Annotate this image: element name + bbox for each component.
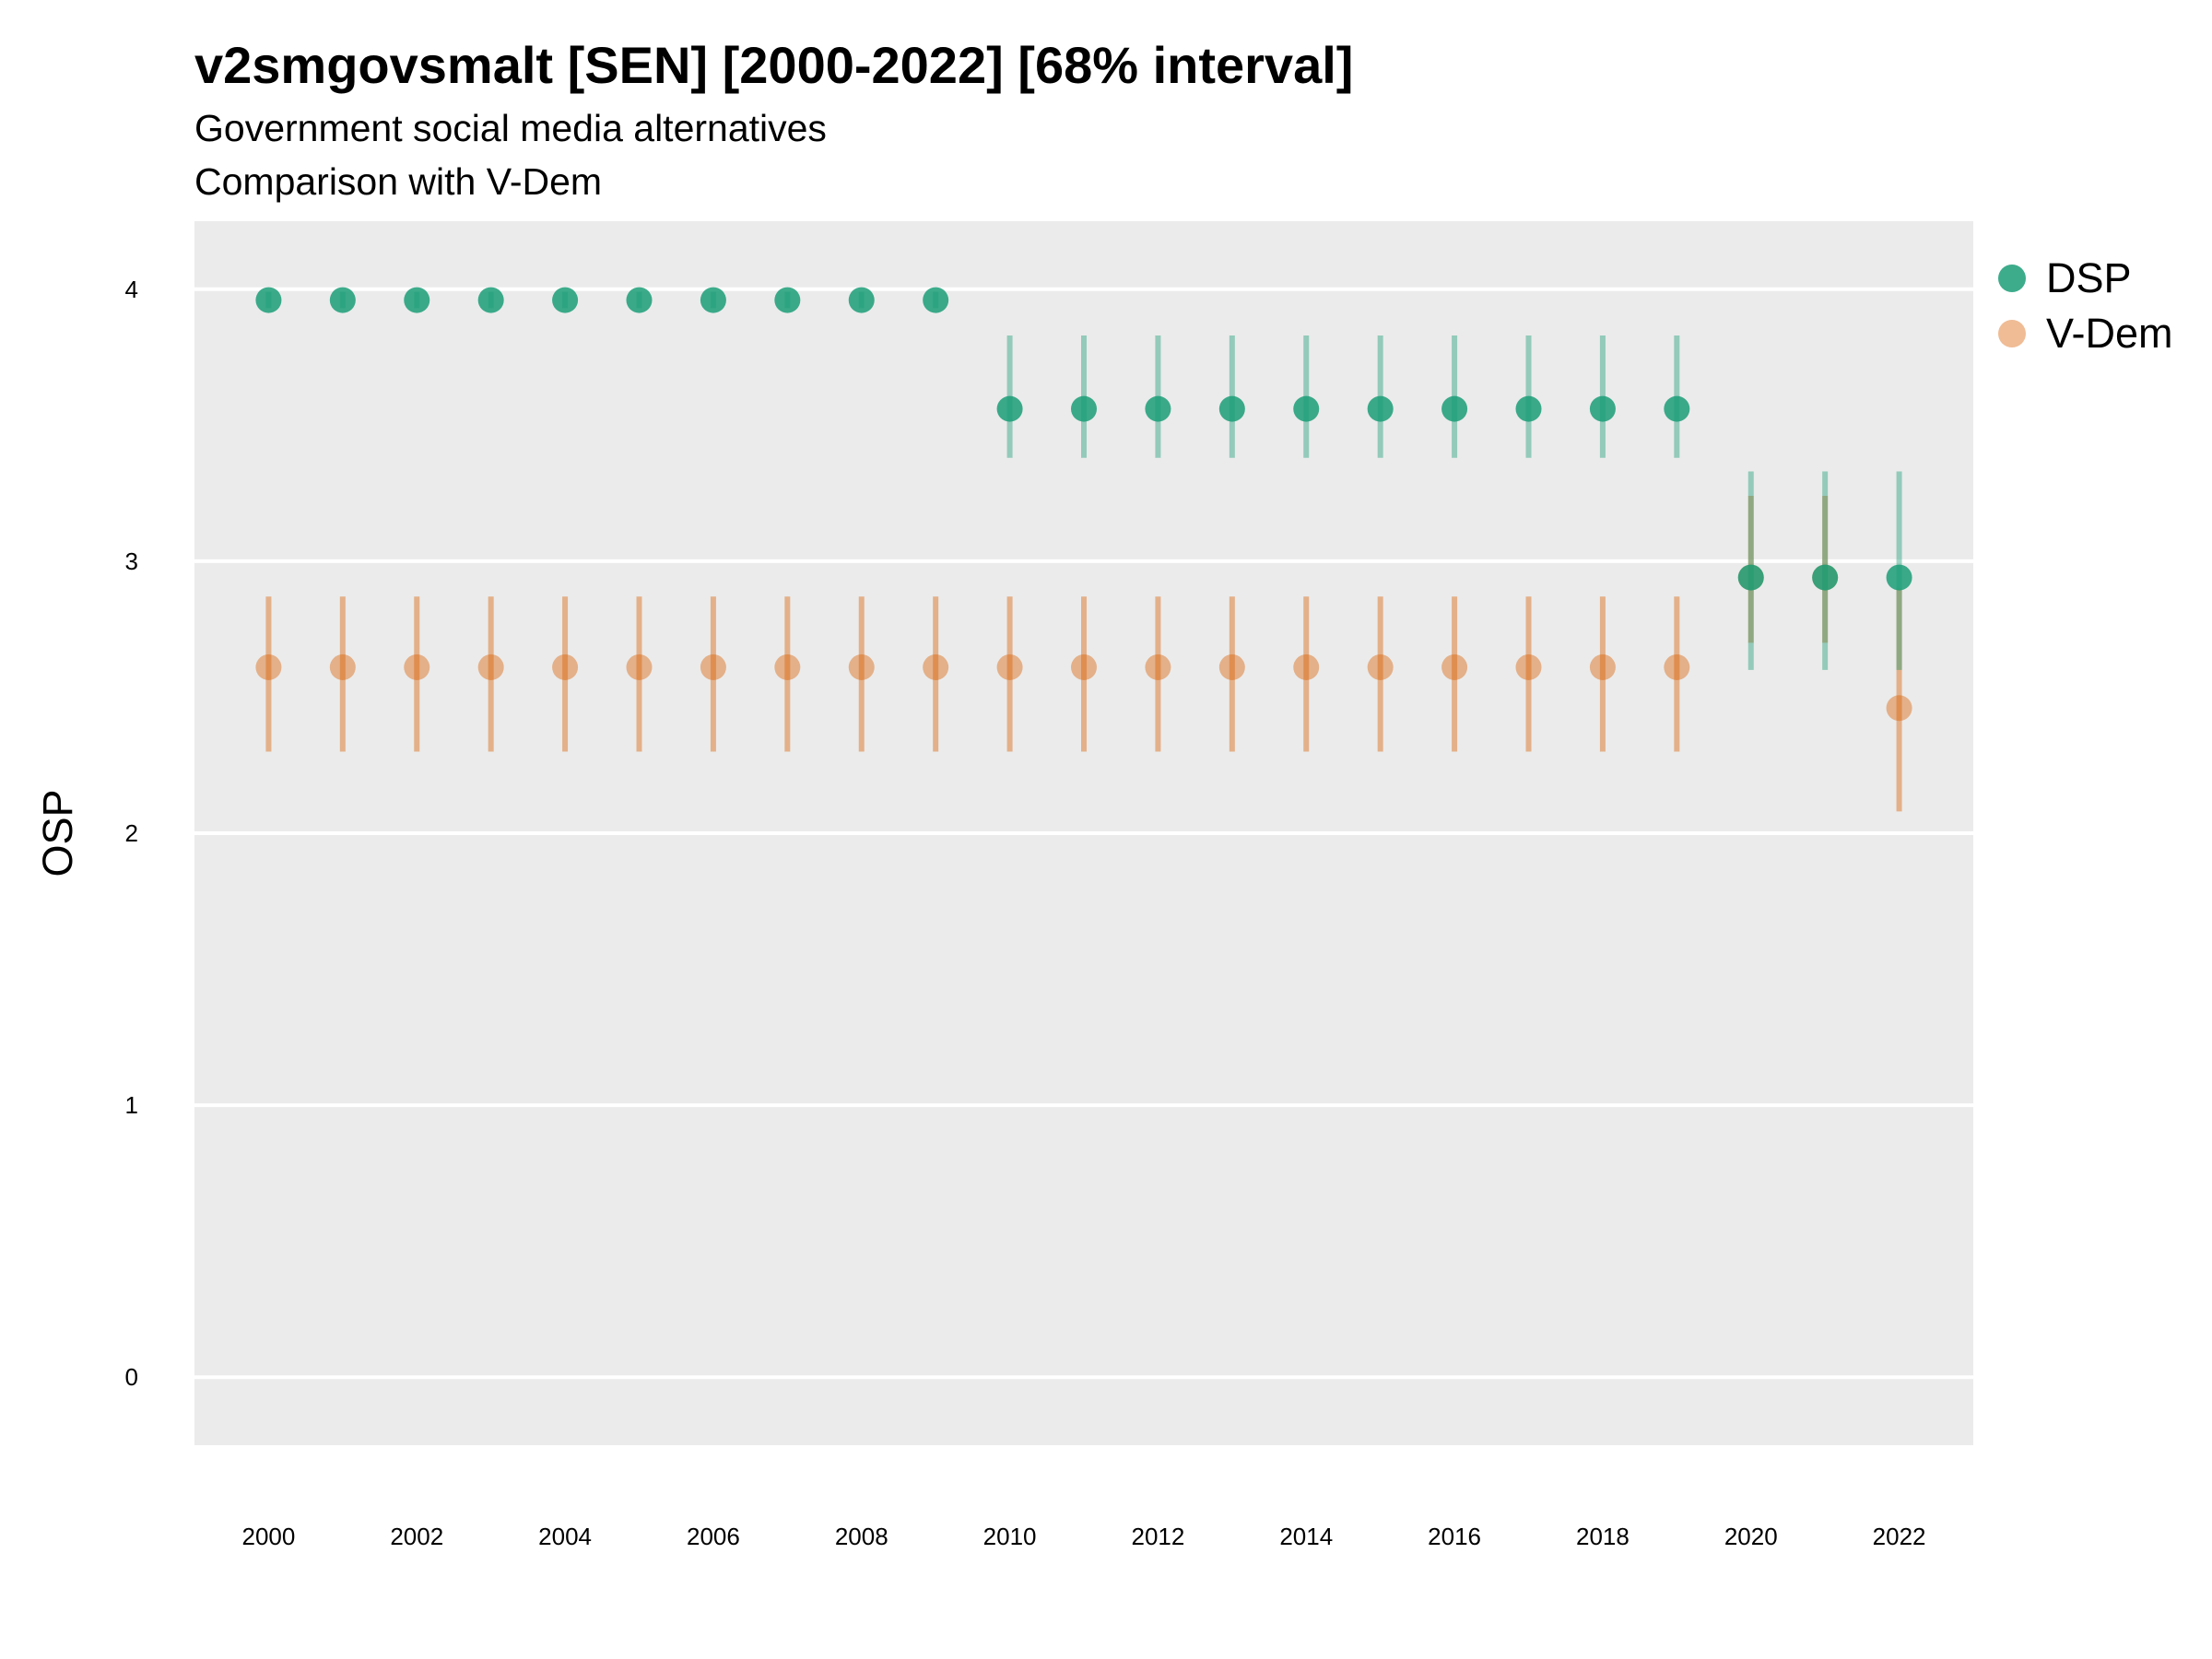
chart-subtitle: Government social media alternatives <box>194 107 827 149</box>
v-dem-point <box>774 653 801 680</box>
dsp-point <box>477 287 504 313</box>
chart-title: v2smgovsmalt [SEN] [2000-2022] [68% inte… <box>194 36 1354 94</box>
v-dem-point <box>700 653 726 680</box>
x-tick-label: 2022 <box>1873 1523 1926 1550</box>
x-tick-label: 2002 <box>390 1523 443 1550</box>
v-dem-point <box>404 653 430 680</box>
x-axis-tick-labels: 2000 2002 2004 2006 2008 2010 2012 2014 2016 2018… <box>241 1523 1925 1550</box>
legend-label-vdem: V-Dem <box>2046 310 2173 357</box>
dsp-point <box>996 395 1023 422</box>
v-dem-point <box>552 653 579 680</box>
legend-key-dsp <box>1998 265 2026 292</box>
v-dem-point <box>1145 653 1171 680</box>
x-tick-label: 2008 <box>835 1523 888 1550</box>
dsp-point <box>1367 395 1394 422</box>
v-dem-point <box>1886 695 1912 722</box>
legend-label-dsp: DSP <box>2046 254 2132 301</box>
v-dem-point <box>329 653 356 680</box>
x-tick-label: 2006 <box>687 1523 740 1550</box>
dsp-point <box>1515 395 1542 422</box>
dsp-point <box>626 287 653 313</box>
dsp-point <box>848 287 875 313</box>
dsp-point <box>700 287 726 313</box>
dsp-point <box>1071 395 1097 422</box>
x-tick-label: 2014 <box>1279 1523 1333 1550</box>
series-dsp <box>255 287 1912 670</box>
dsp-point <box>1293 395 1320 422</box>
legend: DSP V-Dem <box>1998 251 2173 361</box>
y-tick-label: 1 <box>125 1091 138 1119</box>
dsp-point <box>1218 395 1245 422</box>
y-axis-title: OSP <box>34 789 81 877</box>
x-tick-label: 2000 <box>241 1523 295 1550</box>
dsp-point <box>1441 395 1468 422</box>
dsp-point <box>552 287 579 313</box>
dsp-point <box>255 287 282 313</box>
dsp-point <box>1737 564 1764 591</box>
dsp-point <box>774 287 801 313</box>
y-tick-label: 0 <box>125 1363 138 1391</box>
x-tick-label: 2004 <box>538 1523 592 1550</box>
v-dem-point <box>848 653 875 680</box>
legend-item-dsp: DSP <box>1998 251 2173 306</box>
chart-caption: Comparison with V-Dem <box>194 160 603 203</box>
x-tick-label: 2020 <box>1724 1523 1778 1550</box>
v-dem-point <box>1367 653 1394 680</box>
v-dem-point <box>626 653 653 680</box>
y-tick-label: 2 <box>125 819 138 847</box>
legend-key-vdem <box>1998 320 2026 347</box>
v-dem-point <box>1293 653 1320 680</box>
v-dem-point <box>1218 653 1245 680</box>
v-dem-point <box>923 653 949 680</box>
y-axis-tick-labels: 0 1 2 3 4 <box>125 276 138 1391</box>
v-dem-point <box>1071 653 1097 680</box>
dsp-point <box>1664 395 1690 422</box>
dsp-point <box>1145 395 1171 422</box>
x-tick-label: 2010 <box>983 1523 1037 1550</box>
x-tick-label: 2012 <box>1131 1523 1184 1550</box>
dsp-point <box>1886 564 1912 591</box>
v-dem-point <box>996 653 1023 680</box>
dsp-point <box>923 287 949 313</box>
dsp-point <box>1812 564 1839 591</box>
x-tick-label: 2016 <box>1428 1523 1481 1550</box>
legend-item-vdem: V-Dem <box>1998 306 2173 361</box>
y-tick-label: 4 <box>125 276 138 303</box>
v-dem-point <box>255 653 282 680</box>
data-series <box>255 287 1912 812</box>
dsp-point <box>329 287 356 313</box>
v-dem-point <box>1441 653 1468 680</box>
x-tick-label: 2018 <box>1576 1523 1630 1550</box>
v-dem-point <box>1515 653 1542 680</box>
v-dem-point <box>477 653 504 680</box>
v-dem-point <box>1664 653 1690 680</box>
y-tick-label: 3 <box>125 547 138 575</box>
dsp-point <box>404 287 430 313</box>
dsp-point <box>1589 395 1616 422</box>
v-dem-point <box>1589 653 1616 680</box>
